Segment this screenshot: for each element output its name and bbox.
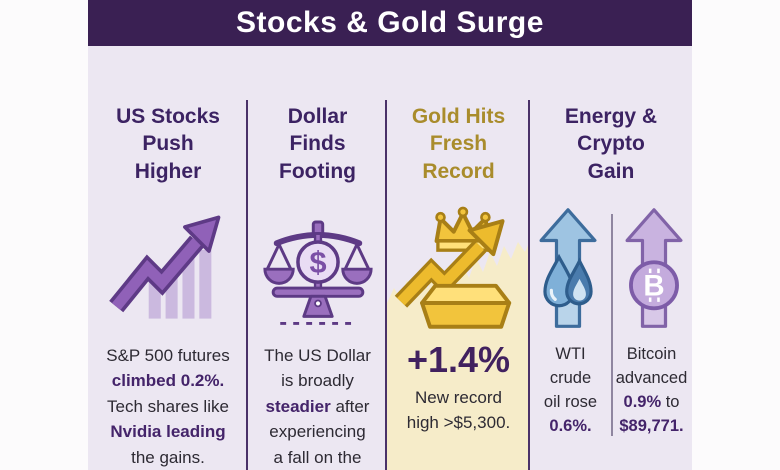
column-divider [385,100,387,470]
text-line: oil rose [543,392,598,411]
heading-line: Gain [587,159,635,183]
page-title: Stocks & Gold Surge [236,6,544,39]
trending-up-chart-icon [107,199,229,337]
text-line: crude [549,368,592,387]
text-highlight: steadier [265,396,331,416]
balance-scale-dollar-icon: $ [259,199,377,337]
column-body-text: S&P 500 futures climbed 0.2%. Tech share… [106,343,230,470]
heading-line: Push [142,132,194,156]
heading-line: Gold Hits [411,105,506,128]
column-heading: Dollar Finds Footing [279,103,356,185]
column-body-text: New record high >$5,300. [407,385,511,436]
column-heading: Gold Hits Fresh Record [412,103,505,185]
text-highlight: climbed 0.2%. [111,371,225,391]
heading-line: Crypto [577,132,645,156]
text-line: to [665,392,680,411]
heading-line: Record [422,159,495,183]
text-line: the gains. [131,447,205,467]
poster: Stocks & Gold Surge US Stocks Push Highe… [88,0,692,470]
bitcoin-text-cell: Bitcoin advanced 0.9% to $89,771. [611,343,692,439]
heading-line: Dollar [287,105,348,128]
sub-column-divider [611,214,613,436]
heading-line: Fresh [429,132,488,156]
column-dollar: Dollar Finds Footing $ [248,46,387,470]
oil-up-arrow-icon [539,208,597,328]
text-highlight: Nvidia leading [110,422,226,442]
heading-line: Energy & [564,105,658,128]
energy-crypto-icons: B [536,199,686,337]
energy-crypto-text: WTI crude oil rose 0.6%. Bitcoin advance… [530,343,692,439]
text-line: high >$5,300. [406,413,511,433]
text-highlight: 0.6%. [549,416,592,435]
bitcoin-up-arrow-icon: B [625,208,683,328]
column-divider [246,100,248,470]
column-gold: Gold Hits Fresh Record [387,46,530,470]
heading-line: Finds [289,132,346,156]
column-us-stocks: US Stocks Push Higher [88,46,248,470]
gold-gain-stat: +1.4% [406,338,511,380]
column-heading: Energy & Crypto Gain [565,103,657,185]
text-line: WTI [555,344,586,363]
svg-text:$: $ [309,246,326,280]
wti-text-cell: WTI crude oil rose 0.6%. [530,343,611,439]
svg-text:B: B [643,269,664,302]
text-line: experiencing [269,422,366,442]
text-line: New record [415,387,502,407]
text-line: The US Dollar [264,345,371,365]
column-body-text: The US Dollar is broadly steadier after … [264,343,371,470]
text-line: is broadly [281,371,354,391]
columns-container: US Stocks Push Higher [88,46,692,470]
column-divider [528,100,530,470]
column-energy-crypto: Energy & Crypto Gain [530,46,692,470]
text-line: a fall on the [273,447,362,467]
heading-line: US Stocks [116,105,220,128]
text-line: Bitcoin [626,344,677,363]
text-highlight: $89,771. [619,416,684,435]
text-line: after [335,396,370,416]
header-band: Stocks & Gold Surge [88,0,692,46]
text-line: S&P 500 futures [106,345,230,365]
heading-line: Higher [134,159,202,183]
text-line: Tech shares like [107,396,229,416]
heading-line: Footing [279,159,356,183]
column-heading: US Stocks Push Higher [116,103,220,185]
text-highlight: 0.9% [623,392,662,411]
text-line: advanced [615,368,688,387]
gold-bar-crown-arrow-icon [393,199,525,337]
